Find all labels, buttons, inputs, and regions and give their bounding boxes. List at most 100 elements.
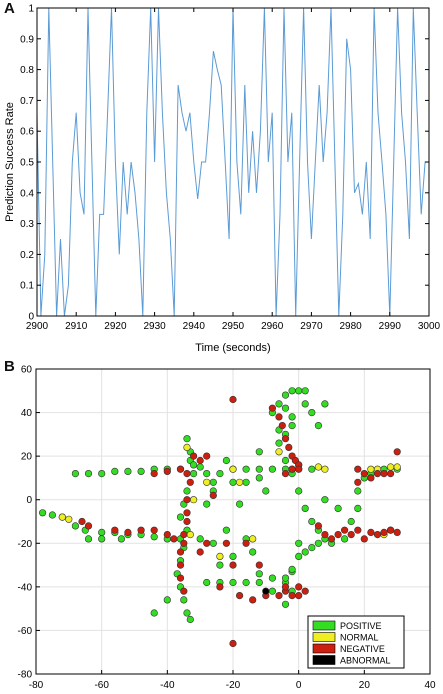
line-chart: 2900 2910 2920 2930 2940 2950 2960 2970 2980 2990… xyxy=(4,4,441,355)
point-positive xyxy=(222,456,230,465)
point-positive xyxy=(347,517,355,526)
point-negative xyxy=(380,528,388,537)
point-positive xyxy=(203,578,211,587)
x-tick-label: 2930 xyxy=(143,321,166,332)
y-tick-label: 0.4 xyxy=(20,188,34,199)
point-negative xyxy=(180,587,188,595)
point-negative xyxy=(281,470,290,478)
point-negative xyxy=(203,452,211,460)
x-tick-label: 2940 xyxy=(183,321,206,332)
point-positive xyxy=(98,470,106,478)
point-normal xyxy=(249,535,257,543)
point-positive xyxy=(262,487,270,495)
point-positive xyxy=(180,596,188,604)
point-negative xyxy=(327,535,336,543)
x-tick-label: 2920 xyxy=(104,321,127,332)
y-tick-label: 40 xyxy=(21,408,33,419)
point-positive xyxy=(281,574,290,582)
point-positive xyxy=(216,561,224,569)
panel-b-label: B xyxy=(4,358,15,375)
point-positive xyxy=(183,487,191,495)
point-positive xyxy=(255,570,263,578)
x-tick-label: -40 xyxy=(160,680,175,691)
point-negative xyxy=(285,443,293,452)
point-negative xyxy=(354,526,362,534)
x-tick-label: 40 xyxy=(424,680,436,691)
point-positive xyxy=(268,587,277,595)
legend-swatch-normal xyxy=(312,632,336,642)
point-negative xyxy=(393,448,401,456)
point-normal xyxy=(275,448,283,456)
point-negative xyxy=(203,539,211,547)
y-tick-label: 0 xyxy=(26,495,32,506)
point-positive xyxy=(163,596,171,604)
point-positive xyxy=(150,609,158,617)
point-positive xyxy=(190,461,198,469)
point-negative xyxy=(183,509,191,517)
point-negative xyxy=(268,404,277,412)
x-tick-label: 2980 xyxy=(339,321,362,332)
point-positive xyxy=(71,522,79,530)
point-positive xyxy=(255,465,263,473)
point-positive xyxy=(275,400,283,408)
point-positive xyxy=(203,500,211,508)
point-positive xyxy=(281,600,290,608)
point-negative xyxy=(190,452,198,460)
point-negative xyxy=(180,539,188,547)
point-negative xyxy=(373,470,382,478)
point-negative xyxy=(196,456,204,465)
x-tick-label: 20 xyxy=(359,680,371,691)
point-negative xyxy=(281,435,290,443)
point-negative xyxy=(183,517,191,526)
point-negative xyxy=(229,561,237,569)
point-positive xyxy=(321,496,329,504)
point-positive xyxy=(354,487,362,495)
point-positive xyxy=(314,422,323,430)
point-negative xyxy=(242,539,250,547)
point-negative xyxy=(301,587,309,595)
point-negative xyxy=(209,491,217,500)
y-tick-label: 0.8 xyxy=(20,65,34,76)
point-positive xyxy=(98,528,106,537)
point-positive xyxy=(288,422,296,430)
point-positive xyxy=(334,504,342,513)
point-positive xyxy=(183,435,191,443)
point-normal xyxy=(321,465,329,473)
point-normal xyxy=(186,530,194,539)
point-positive xyxy=(117,535,125,543)
legend-label-negative: NEGATIVE xyxy=(340,644,385,654)
point-normal xyxy=(314,463,323,471)
point-positive xyxy=(190,470,198,478)
point-negative xyxy=(236,591,244,600)
point-normal xyxy=(183,443,191,452)
y-tick-label: 1 xyxy=(28,4,34,15)
point-positive xyxy=(222,526,230,534)
point-negative xyxy=(124,528,132,537)
point-positive xyxy=(236,500,244,508)
point-negative xyxy=(367,474,375,482)
y-tick-label: 0 xyxy=(28,312,34,323)
point-positive xyxy=(295,387,303,395)
point-negative xyxy=(295,591,303,600)
point-negative xyxy=(163,467,171,476)
point-positive xyxy=(229,578,237,587)
y-tick-label: 0.2 xyxy=(20,250,34,261)
point-positive xyxy=(124,467,132,476)
point-positive xyxy=(295,539,303,547)
point-negative xyxy=(321,530,329,539)
point-positive xyxy=(48,511,57,519)
point-negative xyxy=(360,470,368,478)
point-positive xyxy=(314,539,323,547)
point-positive xyxy=(229,552,237,561)
point-abnormal xyxy=(262,587,270,595)
point-negative xyxy=(186,478,194,486)
point-positive xyxy=(321,400,329,408)
point-negative xyxy=(295,583,303,591)
point-negative xyxy=(249,596,257,604)
point-negative xyxy=(334,530,342,539)
point-positive xyxy=(268,574,277,582)
point-negative xyxy=(196,548,204,556)
point-negative xyxy=(111,526,119,534)
point-positive xyxy=(308,517,316,526)
